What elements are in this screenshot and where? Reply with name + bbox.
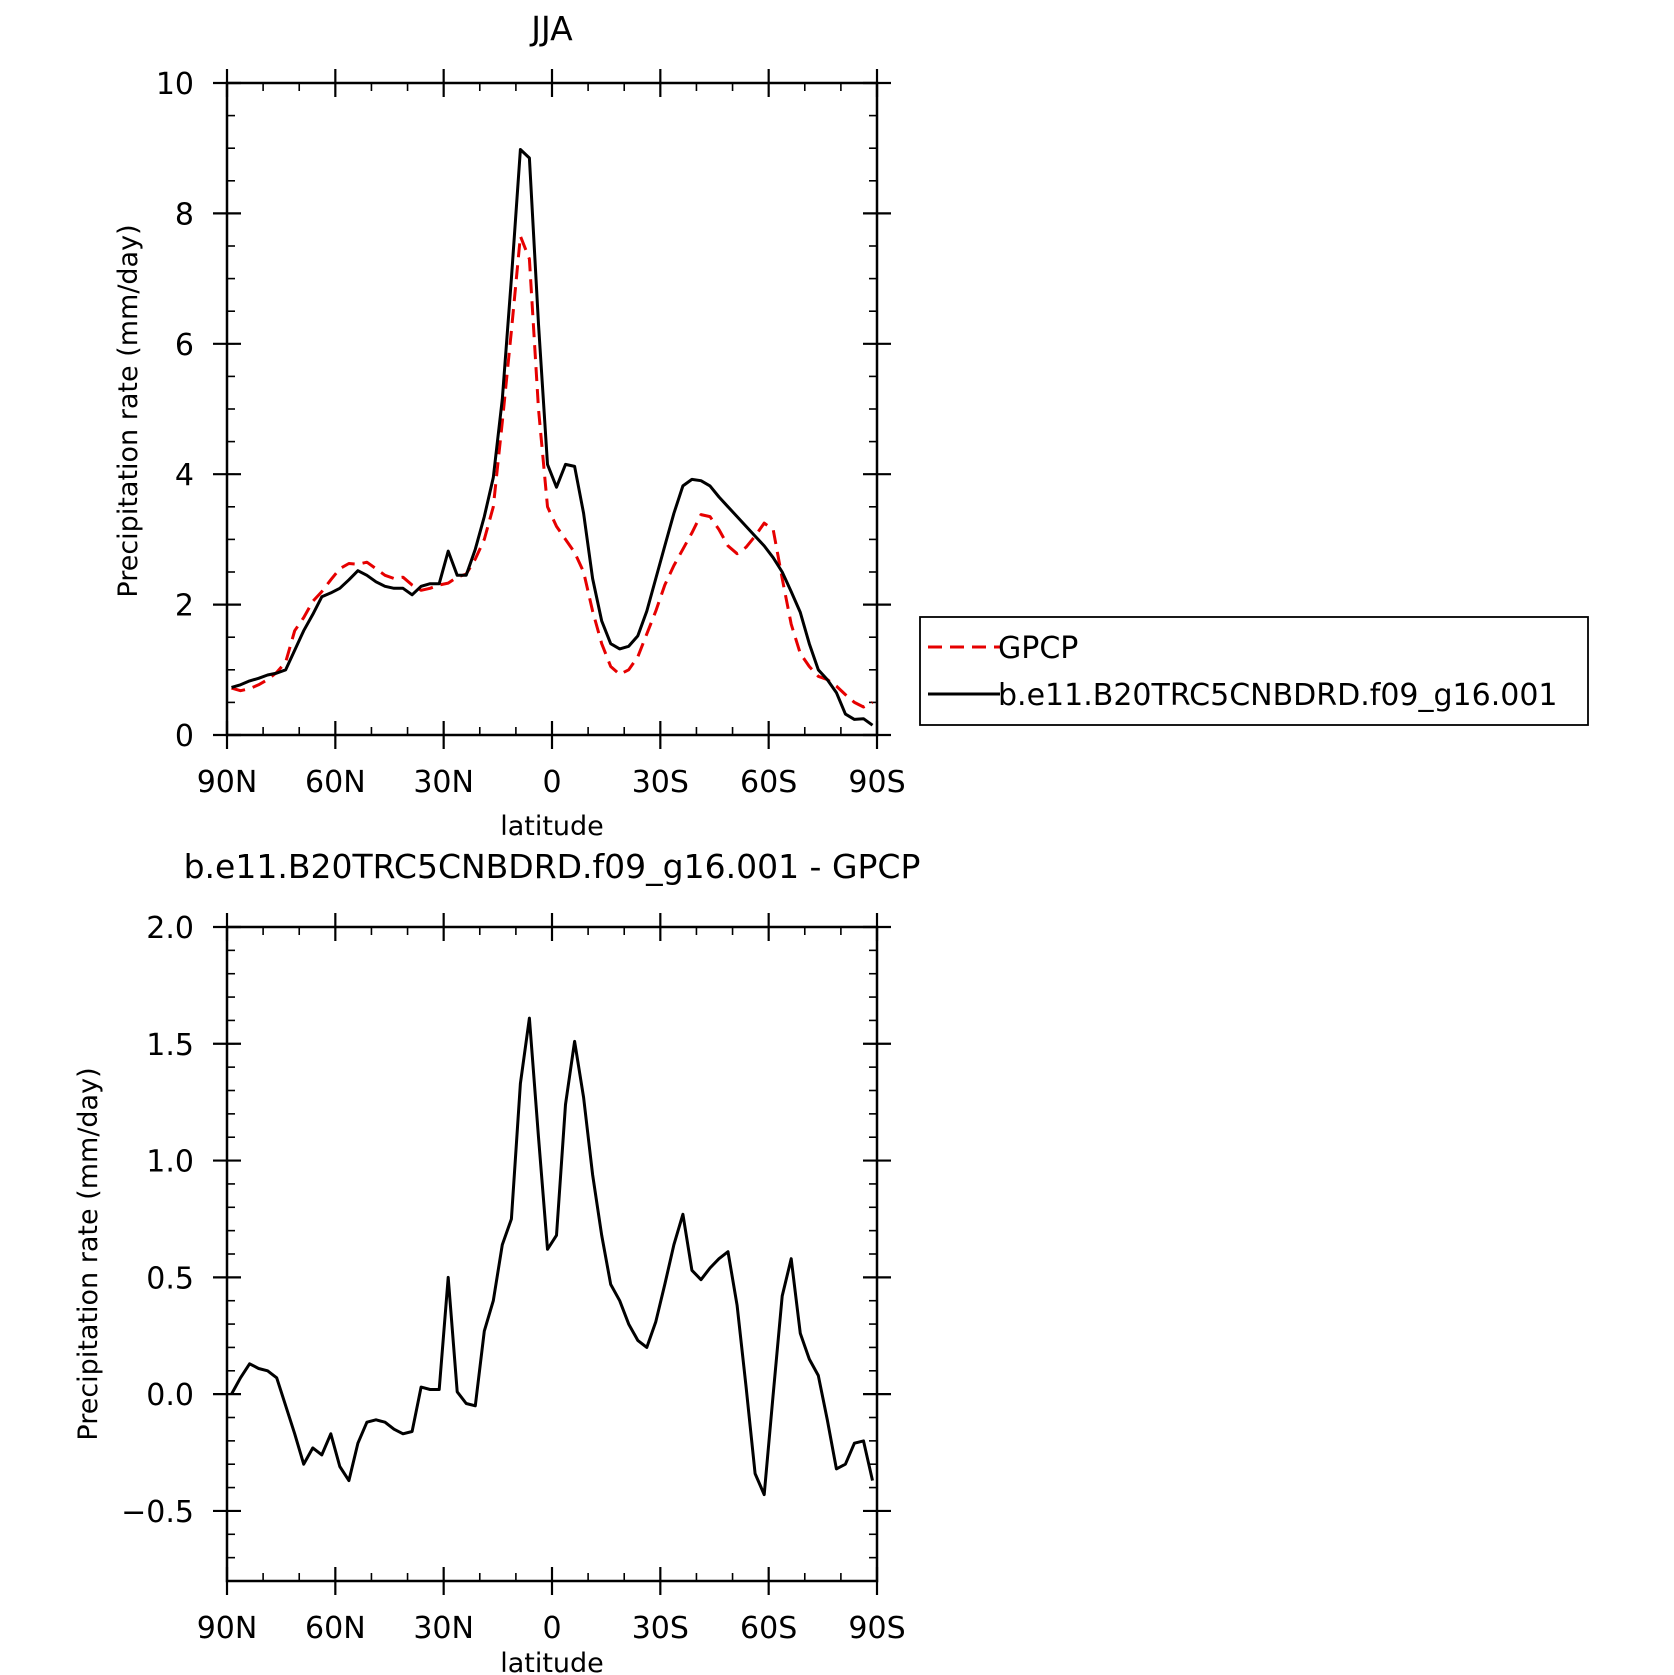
legend: GPCP b.e11.B20TRC5CNBDRD.f09_g16.001 <box>919 616 1589 726</box>
bottom-y-tick-label: 0.5 <box>146 1261 194 1296</box>
bottom-x-tick-label: 60N <box>305 1611 366 1646</box>
top-x-tick-label: 60S <box>740 765 797 800</box>
bottom-x-tick-label: 90S <box>848 1611 905 1646</box>
top-series-lines <box>231 148 874 727</box>
bottom-x-tick-label: 30N <box>413 1611 474 1646</box>
bottom-x-tick-label: 60S <box>740 1611 797 1646</box>
bottom-y-tick-label: 1.0 <box>146 1145 194 1180</box>
top-y-tick-label: 4 <box>175 458 194 493</box>
top-x-tick-label: 60N <box>305 765 366 800</box>
bottom-plot-frame <box>225 925 879 1583</box>
top-series-line-gpcp <box>231 234 874 709</box>
bottom-x-tick-label: 0 <box>542 1611 561 1646</box>
top-x-tick-label: 0 <box>542 765 561 800</box>
bottom-axis-ticks: 90N 60N 30N 0 30S 60S 90S −0.5 0.0 0.5 1.0 1.5 2.0 <box>121 911 905 1646</box>
top-y-tick-label: 0 <box>175 719 194 754</box>
bottom-chart-title: b.e11.B20TRC5CNBDRD.f09_g16.001 - GPCP <box>184 847 921 886</box>
bottom-y-tick-label: 2.0 <box>146 911 194 946</box>
top-y-axis-label: Precipitation rate (mm/day) <box>113 224 144 597</box>
top-plot-frame <box>225 81 879 737</box>
top-x-tick-label: 90S <box>848 765 905 800</box>
bottom-series-line-difference <box>230 1016 874 1497</box>
bottom-x-tick-label: 90N <box>197 1611 258 1646</box>
top-y-tick-label: 10 <box>156 67 194 102</box>
bottom-y-tick-label: 1.5 <box>146 1028 194 1063</box>
top-panel: JJA Precipitation rate (mm/day) latitude… <box>113 9 906 842</box>
top-y-tick-label: 6 <box>175 328 194 363</box>
bottom-y-tick-label: 0.0 <box>146 1378 194 1413</box>
top-y-tick-label: 2 <box>175 589 194 624</box>
top-x-axis-label: latitude <box>500 811 604 842</box>
legend-label-model: b.e11.B20TRC5CNBDRD.f09_g16.001 <box>998 678 1558 713</box>
bottom-y-tick-label: −0.5 <box>121 1495 194 1530</box>
top-chart-title: JJA <box>529 9 573 48</box>
top-x-tick-label: 30N <box>413 765 474 800</box>
bottom-series-lines <box>230 1016 874 1497</box>
bottom-panel: b.e11.B20TRC5CNBDRD.f09_g16.001 - GPCP P… <box>73 847 920 1675</box>
bottom-y-axis-label: Precipitation rate (mm/day) <box>73 1067 104 1440</box>
legend-label-gpcp: GPCP <box>998 631 1078 666</box>
top-x-tick-label: 90N <box>197 765 258 800</box>
top-series-line-model <box>231 148 874 727</box>
top-y-tick-label: 8 <box>175 197 194 232</box>
top-x-tick-label: 30S <box>632 765 689 800</box>
bottom-x-tick-label: 30S <box>632 1611 689 1646</box>
bottom-x-axis-label: latitude <box>500 1648 604 1675</box>
legend-box <box>919 616 1589 726</box>
